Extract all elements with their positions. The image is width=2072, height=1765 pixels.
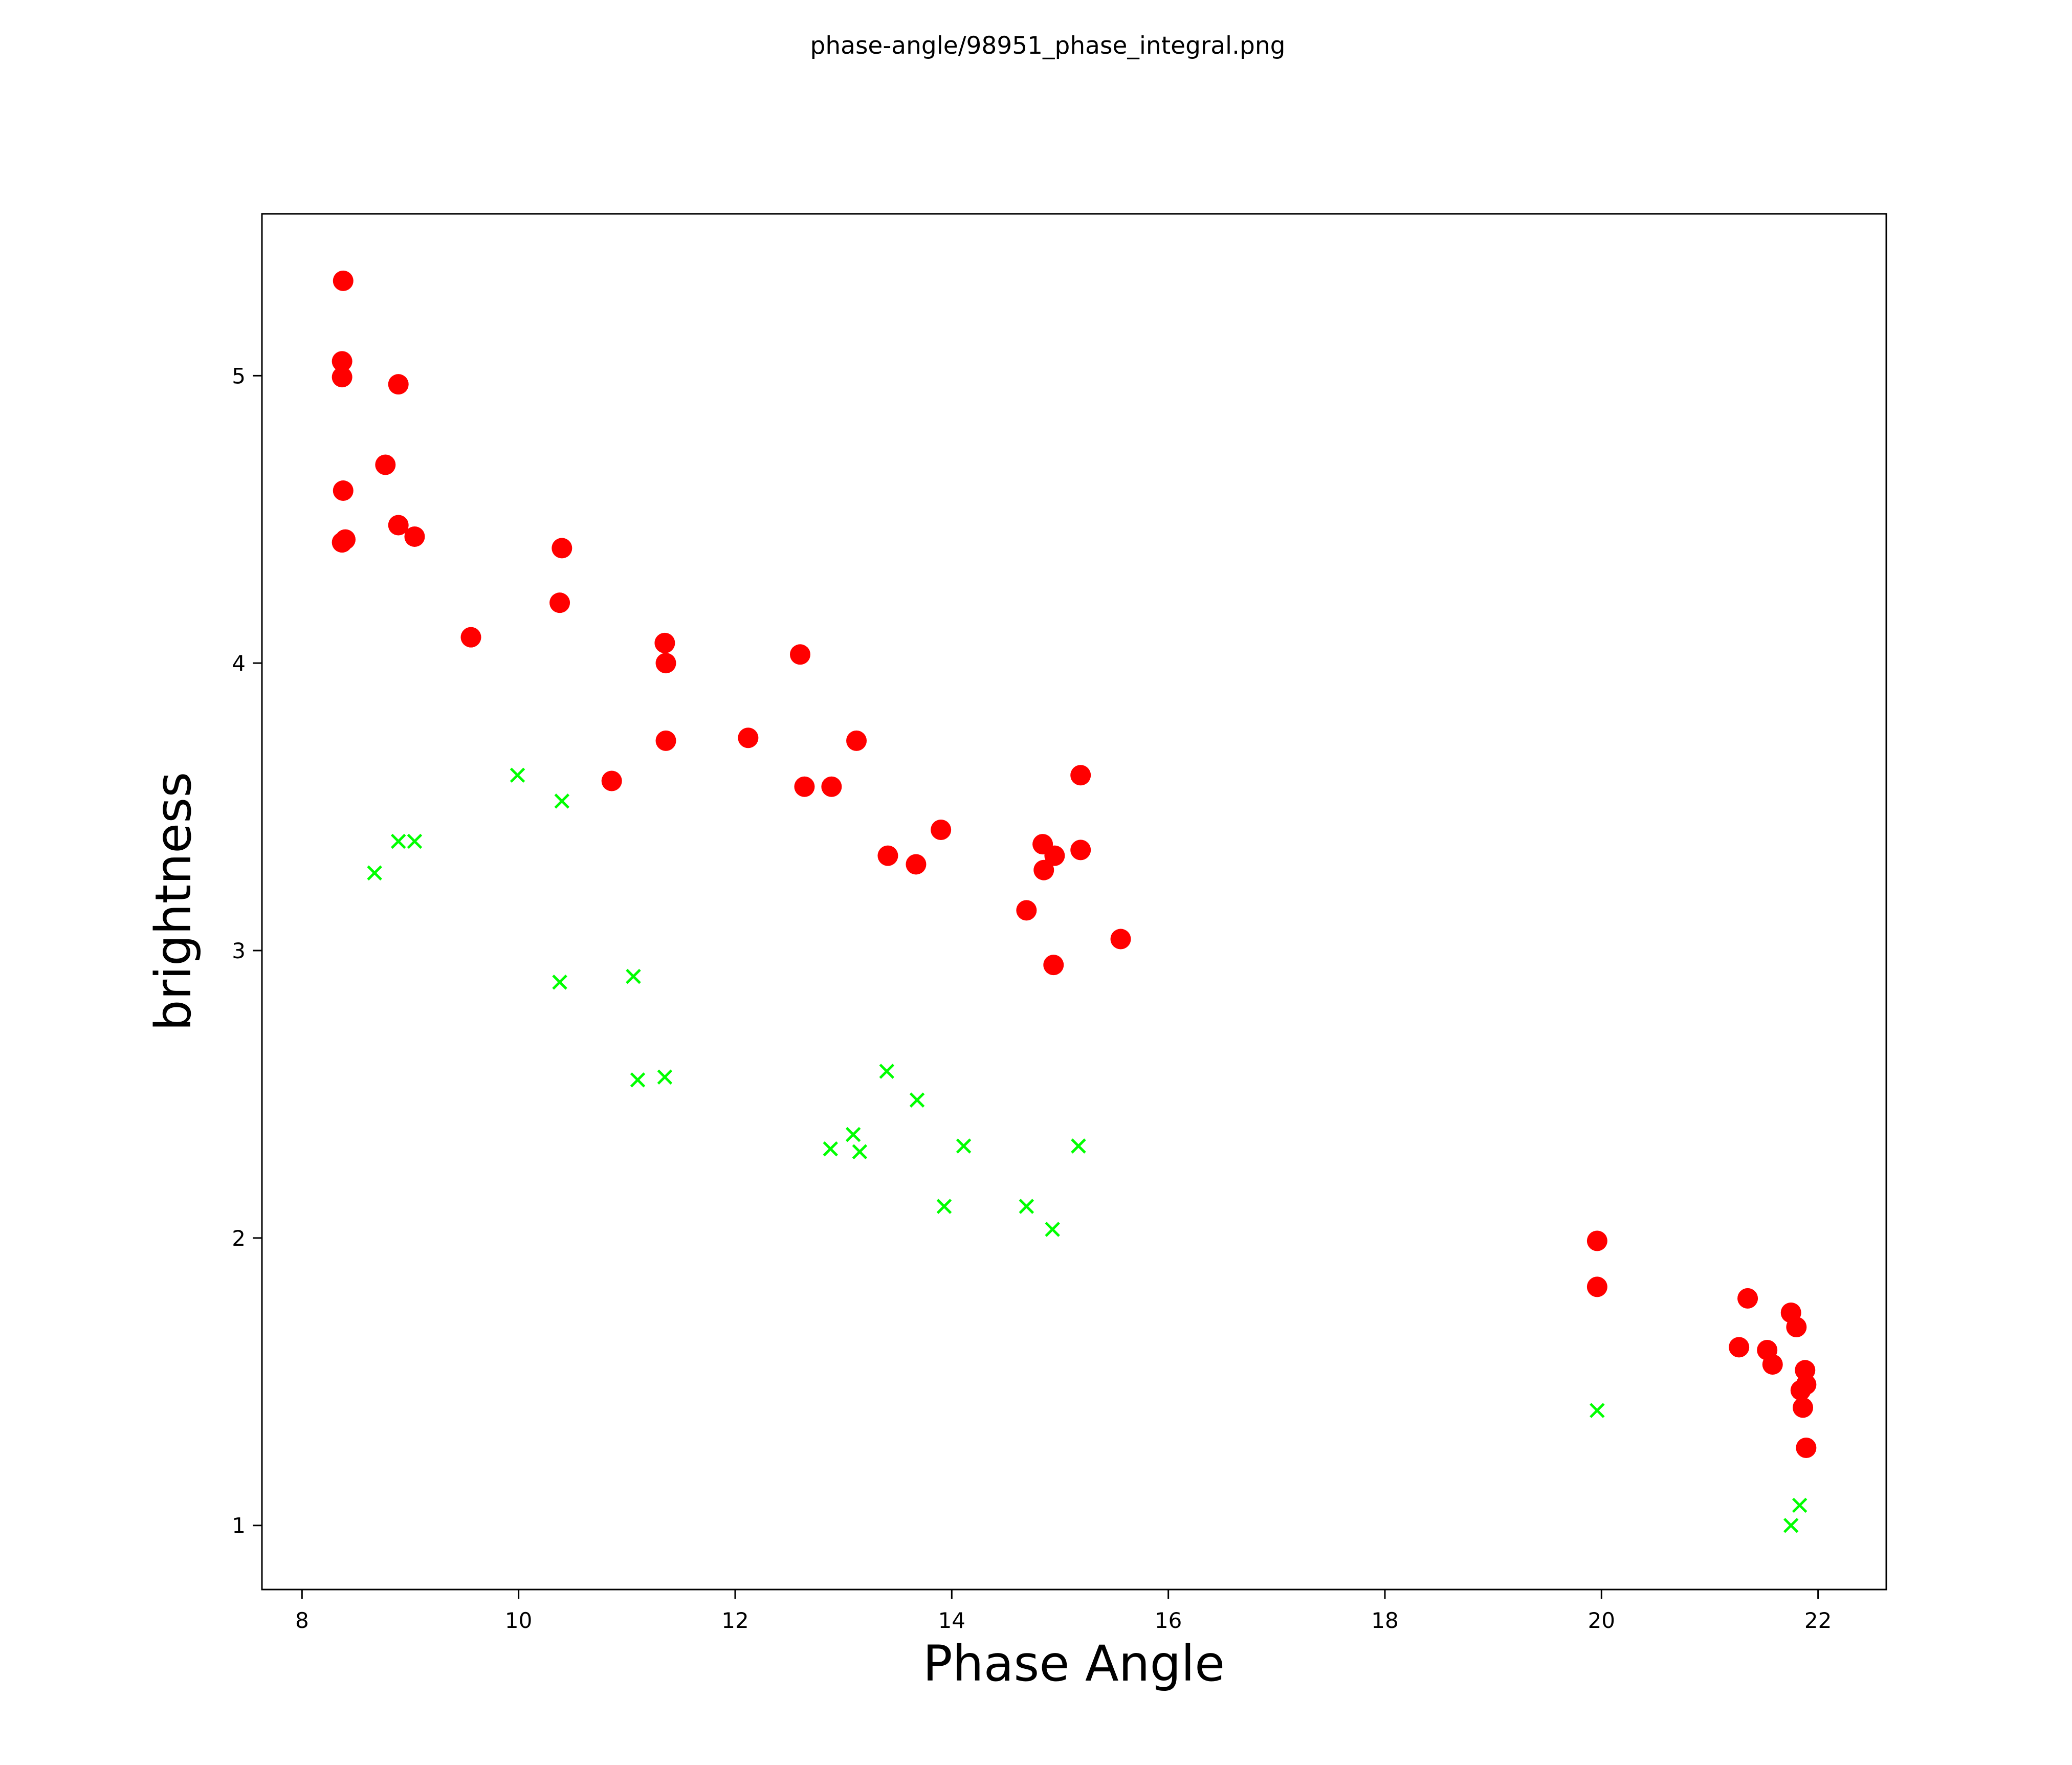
x-tick-label: 10 (505, 1608, 532, 1633)
point-observed (1033, 859, 1054, 880)
point-observed (332, 351, 352, 372)
point-model (407, 833, 423, 849)
x-tick-label: 18 (1371, 1608, 1398, 1633)
point-observed (1586, 1276, 1607, 1297)
y-tick-label: 4 (232, 651, 246, 676)
point-observed (333, 480, 354, 501)
point-observed (1016, 900, 1037, 921)
point-model (879, 1064, 895, 1079)
point-observed (655, 653, 676, 674)
y-axis: 1 2 3 4 5 (232, 363, 262, 1538)
series-observed (332, 270, 1817, 1459)
point-model (852, 1144, 868, 1160)
x-tick-label: 22 (1804, 1608, 1832, 1633)
x-tick-label: 14 (938, 1608, 965, 1633)
x-tick-label: 8 (295, 1608, 309, 1633)
point-observed (375, 454, 396, 475)
point-observed (1796, 1438, 1817, 1459)
point-observed (1737, 1288, 1758, 1309)
point-observed (877, 845, 898, 866)
x-tick-label: 12 (721, 1608, 748, 1633)
point-observed (388, 374, 409, 395)
point-observed (601, 770, 622, 791)
plot-frame (261, 213, 1887, 1591)
chart-title: phase-angle/98951_phase_integral.png (810, 32, 1286, 60)
y-tick-label: 5 (232, 363, 246, 388)
point-observed (1070, 765, 1091, 786)
point-model (554, 793, 570, 809)
point-observed (1044, 845, 1065, 866)
point-model (1045, 1222, 1060, 1237)
x-axis: 8 10 12 14 16 18 20 22 (295, 1590, 1832, 1633)
point-observed (1110, 929, 1131, 950)
point-model (909, 1092, 925, 1108)
point-model (823, 1141, 839, 1157)
point-observed (552, 538, 572, 559)
point-model (956, 1138, 972, 1154)
plot-marks (332, 270, 1817, 1533)
x-axis-label: Phase Angle (923, 1635, 1225, 1692)
point-observed (333, 270, 354, 291)
point-observed (1786, 1317, 1807, 1338)
point-model (845, 1127, 861, 1142)
point-model (630, 1072, 646, 1088)
x-tick-label: 20 (1588, 1608, 1615, 1633)
point-observed (846, 730, 867, 751)
point-observed (1043, 955, 1064, 976)
point-observed (1793, 1397, 1814, 1418)
y-tick-label: 2 (232, 1226, 246, 1251)
point-observed (794, 776, 815, 797)
y-axis-label: brightness (145, 772, 202, 1031)
x-tick-label: 16 (1155, 1608, 1182, 1633)
point-model (1071, 1138, 1086, 1154)
point-observed (1586, 1230, 1607, 1251)
point-observed (931, 820, 952, 841)
point-observed (460, 627, 481, 648)
point-observed (1070, 840, 1091, 861)
point-observed (404, 526, 425, 547)
point-observed (654, 632, 675, 653)
point-model (936, 1199, 952, 1214)
point-observed (332, 367, 352, 388)
point-model (367, 865, 382, 881)
point-model (1783, 1517, 1799, 1533)
point-model (657, 1069, 673, 1085)
y-tick-label: 3 (232, 938, 246, 963)
point-observed (549, 592, 570, 613)
point-model (510, 767, 525, 783)
point-observed (388, 515, 409, 536)
point-observed (821, 776, 842, 797)
y-tick-label: 1 (232, 1513, 246, 1538)
series-model (367, 767, 1808, 1533)
point-observed (906, 854, 927, 875)
point-observed (1762, 1354, 1783, 1375)
point-model (1019, 1199, 1034, 1214)
point-model (626, 968, 641, 984)
point-model (1792, 1497, 1808, 1513)
point-observed (738, 727, 759, 748)
point-observed (789, 644, 810, 665)
point-observed (655, 730, 676, 751)
point-observed (1796, 1374, 1817, 1395)
point-model (552, 975, 567, 990)
point-observed (335, 529, 356, 550)
point-model (390, 833, 406, 849)
point-model (1590, 1403, 1605, 1418)
point-observed (1729, 1337, 1750, 1358)
